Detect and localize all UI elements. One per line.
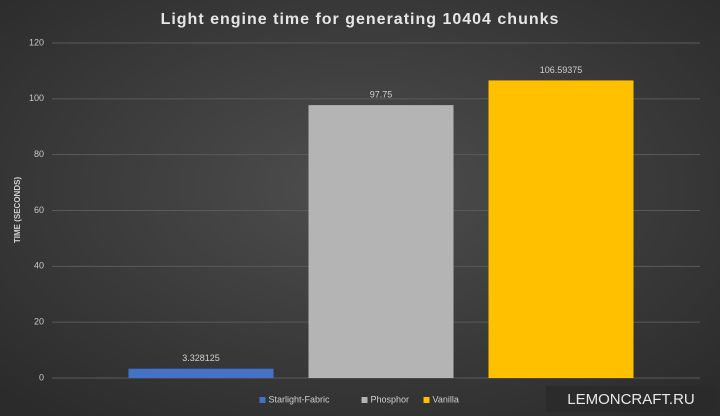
data-label: 97.75 bbox=[370, 89, 393, 99]
bar bbox=[308, 105, 454, 378]
y-tick-label: 20 bbox=[34, 317, 44, 327]
legend-swatch bbox=[361, 397, 368, 403]
legend-swatch bbox=[259, 397, 266, 403]
y-tick-label: 0 bbox=[39, 372, 44, 382]
y-axis-label: TIME (SECONDS) bbox=[13, 177, 22, 244]
legend-label: Phosphor bbox=[371, 394, 410, 404]
legend-label: Vanilla bbox=[433, 394, 459, 404]
y-tick-label: 80 bbox=[34, 149, 44, 159]
chart-title: Light engine time for generating 10404 c… bbox=[161, 11, 560, 28]
bar bbox=[488, 80, 634, 378]
data-label: 3.328125 bbox=[182, 353, 220, 363]
bar bbox=[128, 368, 274, 378]
watermark-box bbox=[546, 386, 716, 412]
y-tick-label: 40 bbox=[34, 261, 44, 271]
watermark: LEMONCRAFT.RU bbox=[567, 391, 695, 408]
y-tick-label: 60 bbox=[34, 205, 44, 215]
y-tick-label: 120 bbox=[29, 37, 44, 47]
data-label: 106.59375 bbox=[540, 65, 583, 75]
legend-swatch bbox=[423, 397, 430, 403]
y-tick-label: 100 bbox=[29, 93, 44, 103]
legend-label: Starlight-Fabric bbox=[269, 394, 331, 404]
